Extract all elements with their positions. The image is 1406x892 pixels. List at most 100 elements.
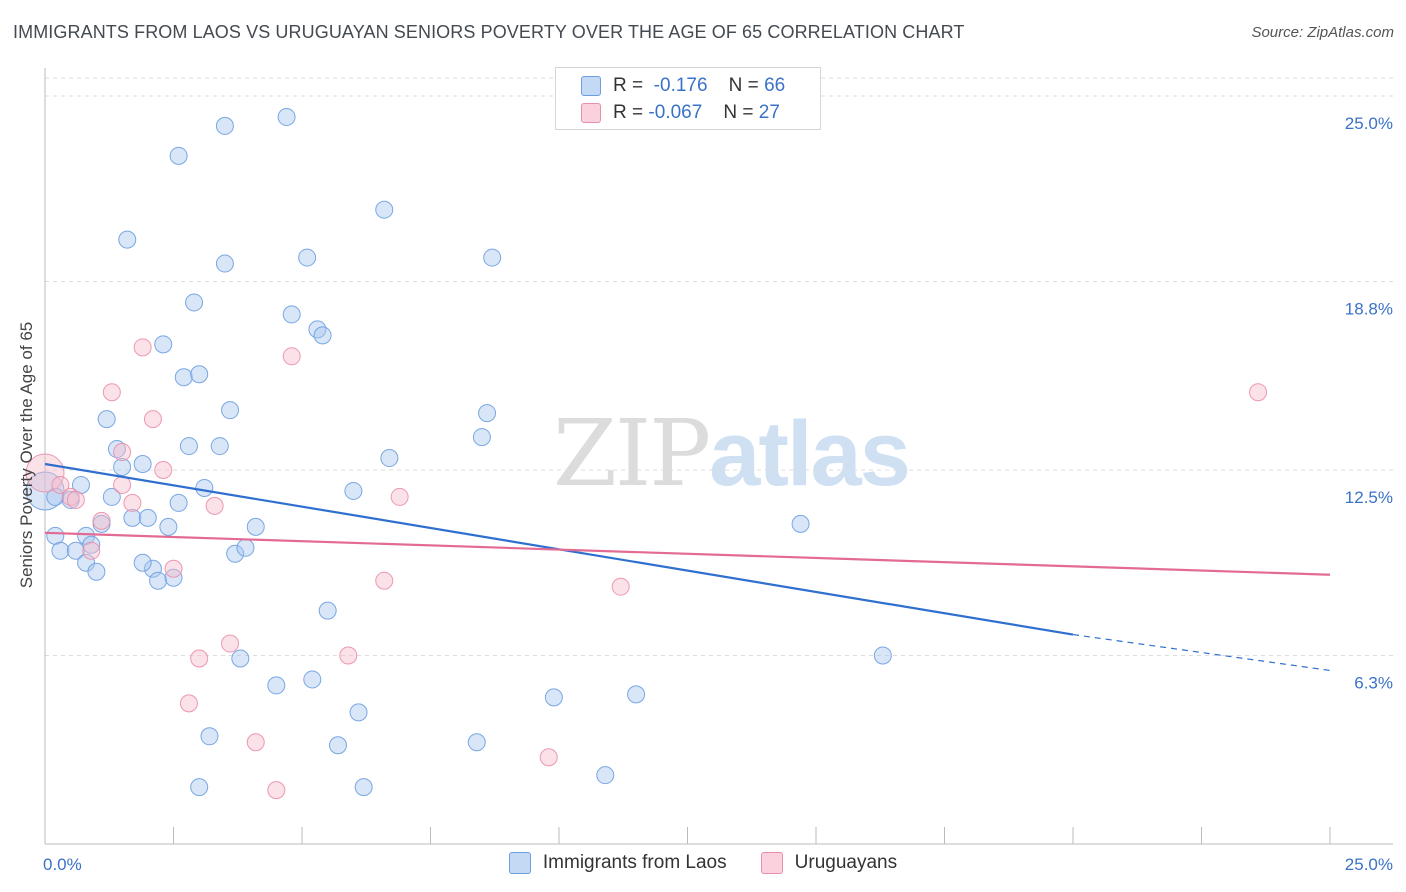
laos-point — [246, 517, 265, 536]
laos-point — [159, 517, 178, 536]
laos-point — [873, 646, 892, 665]
series-name-laos: Immigrants from Laos — [542, 852, 727, 873]
laos-point — [66, 541, 85, 560]
laos-point — [87, 562, 106, 581]
laos-point — [467, 733, 486, 752]
laos-point — [380, 449, 399, 468]
y-tick-label: 12.5% — [1345, 488, 1393, 507]
laos-point — [375, 200, 394, 219]
watermark-atlas: atlas — [709, 403, 911, 505]
source-note: Source: ZipAtlas.com — [1251, 24, 1394, 41]
legend-n-value: 27 — [758, 102, 780, 123]
uruguayan-point — [102, 383, 121, 402]
uruguayan-point — [205, 496, 224, 515]
laos-point — [303, 670, 322, 689]
laos-point — [267, 676, 286, 695]
uruguayan-point — [92, 511, 111, 530]
y-axis-label: Seniors Poverty Over the Age of 65 — [17, 321, 36, 589]
laos-point — [478, 404, 497, 423]
legend-row-uruguay: R = -0.067 N = 27 — [581, 101, 780, 125]
y-tick-label: 18.8% — [1345, 300, 1393, 319]
uruguayan-point — [282, 347, 301, 366]
uruguayan-point — [123, 493, 142, 512]
laos-point — [138, 508, 157, 527]
laos-trend-extension — [1072, 633, 1331, 672]
legend-n-value: 66 — [764, 75, 786, 96]
uruguayan-point — [1249, 383, 1268, 402]
legend-r-label: R = — [613, 102, 644, 123]
uruguayan-point — [61, 487, 80, 506]
x-tick-label: 25.0% — [1345, 855, 1393, 874]
series-legend-laos: Immigrants from Laos — [508, 852, 727, 874]
legend-row-laos: R = -0.176 N = 66 — [581, 74, 785, 98]
y-tick-label: 6.3% — [1354, 674, 1393, 693]
laos-point — [277, 107, 296, 126]
laos-point — [169, 493, 188, 512]
legend-r-label: R = — [613, 75, 644, 96]
laos-point — [210, 437, 229, 456]
laos-point — [195, 478, 214, 497]
laos-point — [298, 248, 317, 267]
laos-point — [215, 254, 234, 273]
series-legend-uruguayans: Uruguayans — [760, 852, 897, 874]
laos-point — [318, 601, 337, 620]
uruguayan-point — [113, 475, 132, 494]
laos-point — [627, 685, 646, 704]
laos-point — [472, 428, 491, 447]
laos-point — [221, 401, 240, 420]
uruguayan-point — [25, 453, 65, 493]
laos-point — [215, 116, 234, 135]
legend-box: R = -0.176 N = 66 R = -0.067 N = 27 — [555, 67, 821, 130]
laos-point — [102, 487, 121, 506]
legend-n-label: N = — [723, 102, 754, 123]
laos-point — [107, 440, 126, 459]
chart-title: IMMIGRANTS FROM LAOS VS URUGUAYAN SENIOR… — [13, 22, 965, 42]
laos-point — [190, 778, 209, 797]
watermark-zip: ZIP — [553, 400, 711, 507]
laos-point — [349, 703, 368, 722]
legend-swatch-pink — [581, 103, 601, 123]
laos-point — [354, 778, 373, 797]
laos-point — [190, 365, 209, 384]
laos-point — [113, 458, 132, 477]
uruguayan-point — [267, 781, 286, 800]
series-swatch-pink — [760, 852, 783, 874]
uruguayan-point — [246, 733, 265, 752]
laos-point — [231, 649, 250, 668]
laos-point — [123, 508, 142, 527]
laos-point — [544, 688, 563, 707]
laos-point — [51, 541, 70, 560]
laos-point — [169, 146, 188, 165]
laos-point — [118, 230, 137, 249]
uruguayan-point — [190, 649, 209, 668]
laos-point — [133, 553, 152, 572]
x-tick-label: 0.0% — [43, 855, 82, 874]
laos-point — [77, 553, 96, 572]
watermark: ZIPatlas — [553, 400, 911, 507]
uruguayan-point — [82, 541, 101, 560]
uruguayan-point — [390, 487, 409, 506]
laos-point — [154, 335, 173, 354]
laos-point — [791, 514, 810, 533]
uruguayan-point — [113, 443, 132, 462]
uruguayan-point — [164, 559, 183, 578]
laos-point — [143, 559, 162, 578]
laos-point — [308, 320, 327, 339]
legend-n-label: N = — [728, 75, 759, 96]
uruguayan-point — [66, 490, 85, 509]
laos-point — [226, 544, 245, 563]
uruguayan-point — [143, 410, 162, 429]
laos-point — [200, 727, 219, 746]
laos-point — [313, 326, 332, 345]
series-swatch-blue — [508, 852, 531, 874]
uruguayan-point — [375, 571, 394, 590]
uruguayan-point — [221, 634, 240, 653]
laos-point — [97, 410, 116, 429]
series-legend: Immigrants from Laos Uruguayans — [0, 852, 1406, 874]
laos-point — [149, 571, 168, 590]
uruguayan-point — [339, 646, 358, 665]
uruguayan-point — [133, 338, 152, 357]
laos-point — [483, 248, 502, 267]
laos-point — [344, 481, 363, 500]
uruguayan-point — [611, 577, 630, 596]
